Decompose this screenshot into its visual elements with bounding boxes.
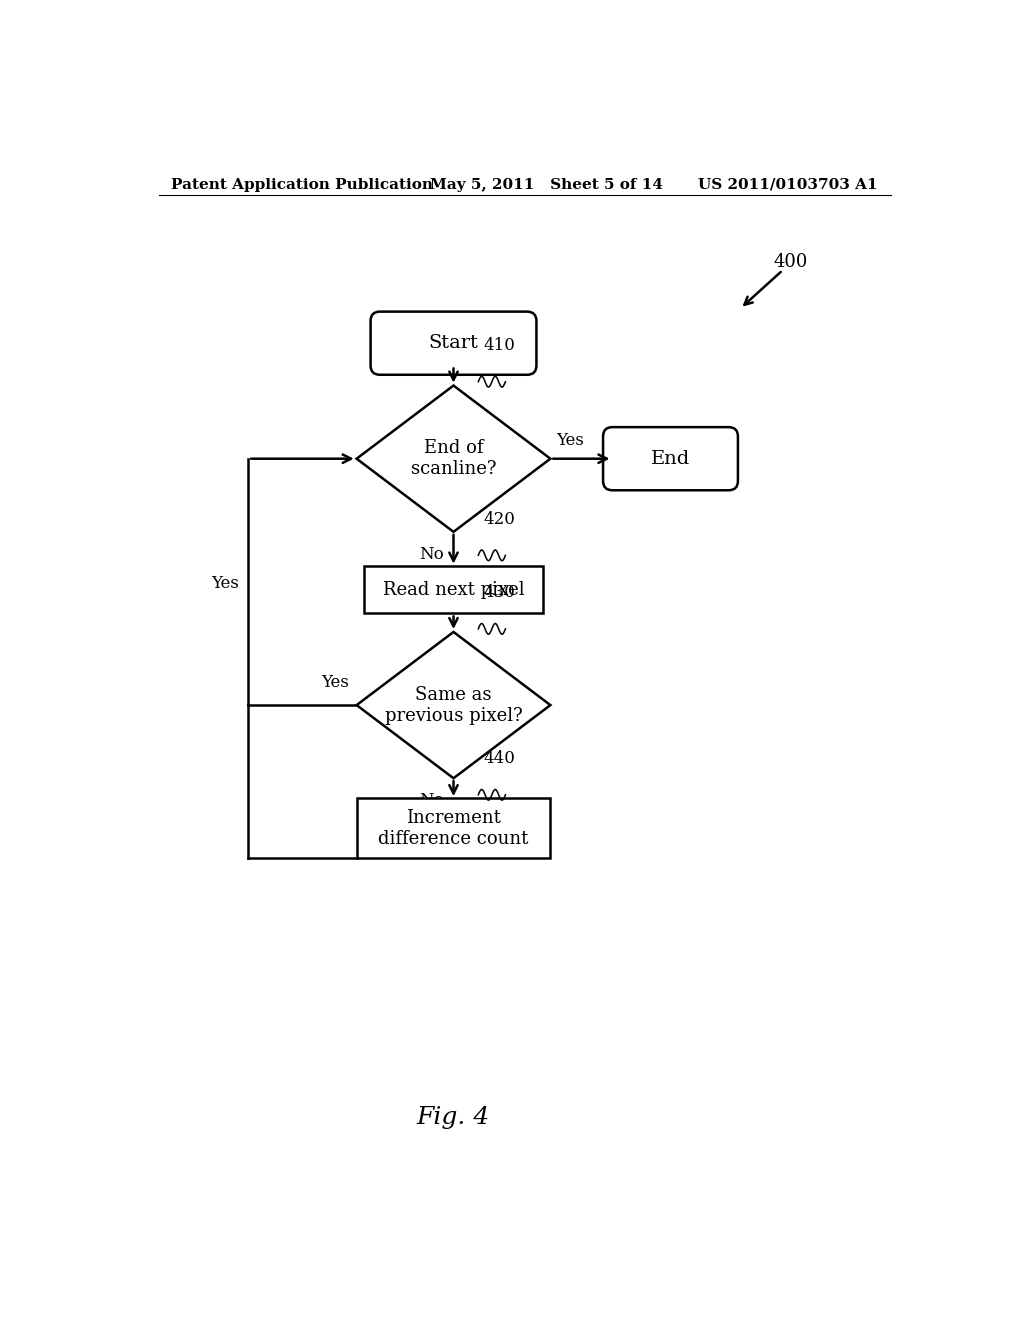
Text: End of
scanline?: End of scanline? [411,440,497,478]
Text: 410: 410 [483,337,515,354]
FancyBboxPatch shape [603,428,738,490]
Text: May 5, 2011   Sheet 5 of 14: May 5, 2011 Sheet 5 of 14 [430,178,664,191]
Text: Yes: Yes [321,675,349,692]
Text: 430: 430 [483,585,515,601]
Polygon shape [356,632,550,779]
Text: End: End [651,450,690,467]
Bar [356,799,550,858]
Text: Yes: Yes [211,576,239,591]
Text: Increment
difference count: Increment difference count [378,809,528,847]
Bar [365,566,543,614]
Polygon shape [356,385,550,532]
Text: Start: Start [429,334,478,352]
Text: Patent Application Publication: Patent Application Publication [171,178,432,191]
Text: 400: 400 [773,253,808,272]
Text: 440: 440 [483,750,515,767]
Text: Fig. 4: Fig. 4 [417,1106,490,1129]
Text: Yes: Yes [556,432,584,449]
Text: No: No [420,792,444,809]
Text: Same as
previous pixel?: Same as previous pixel? [385,685,522,725]
Text: US 2011/0103703 A1: US 2011/0103703 A1 [697,178,878,191]
Text: Read next pixel: Read next pixel [383,581,524,598]
Text: No: No [420,545,444,562]
FancyBboxPatch shape [371,312,537,375]
Text: 420: 420 [483,511,515,528]
